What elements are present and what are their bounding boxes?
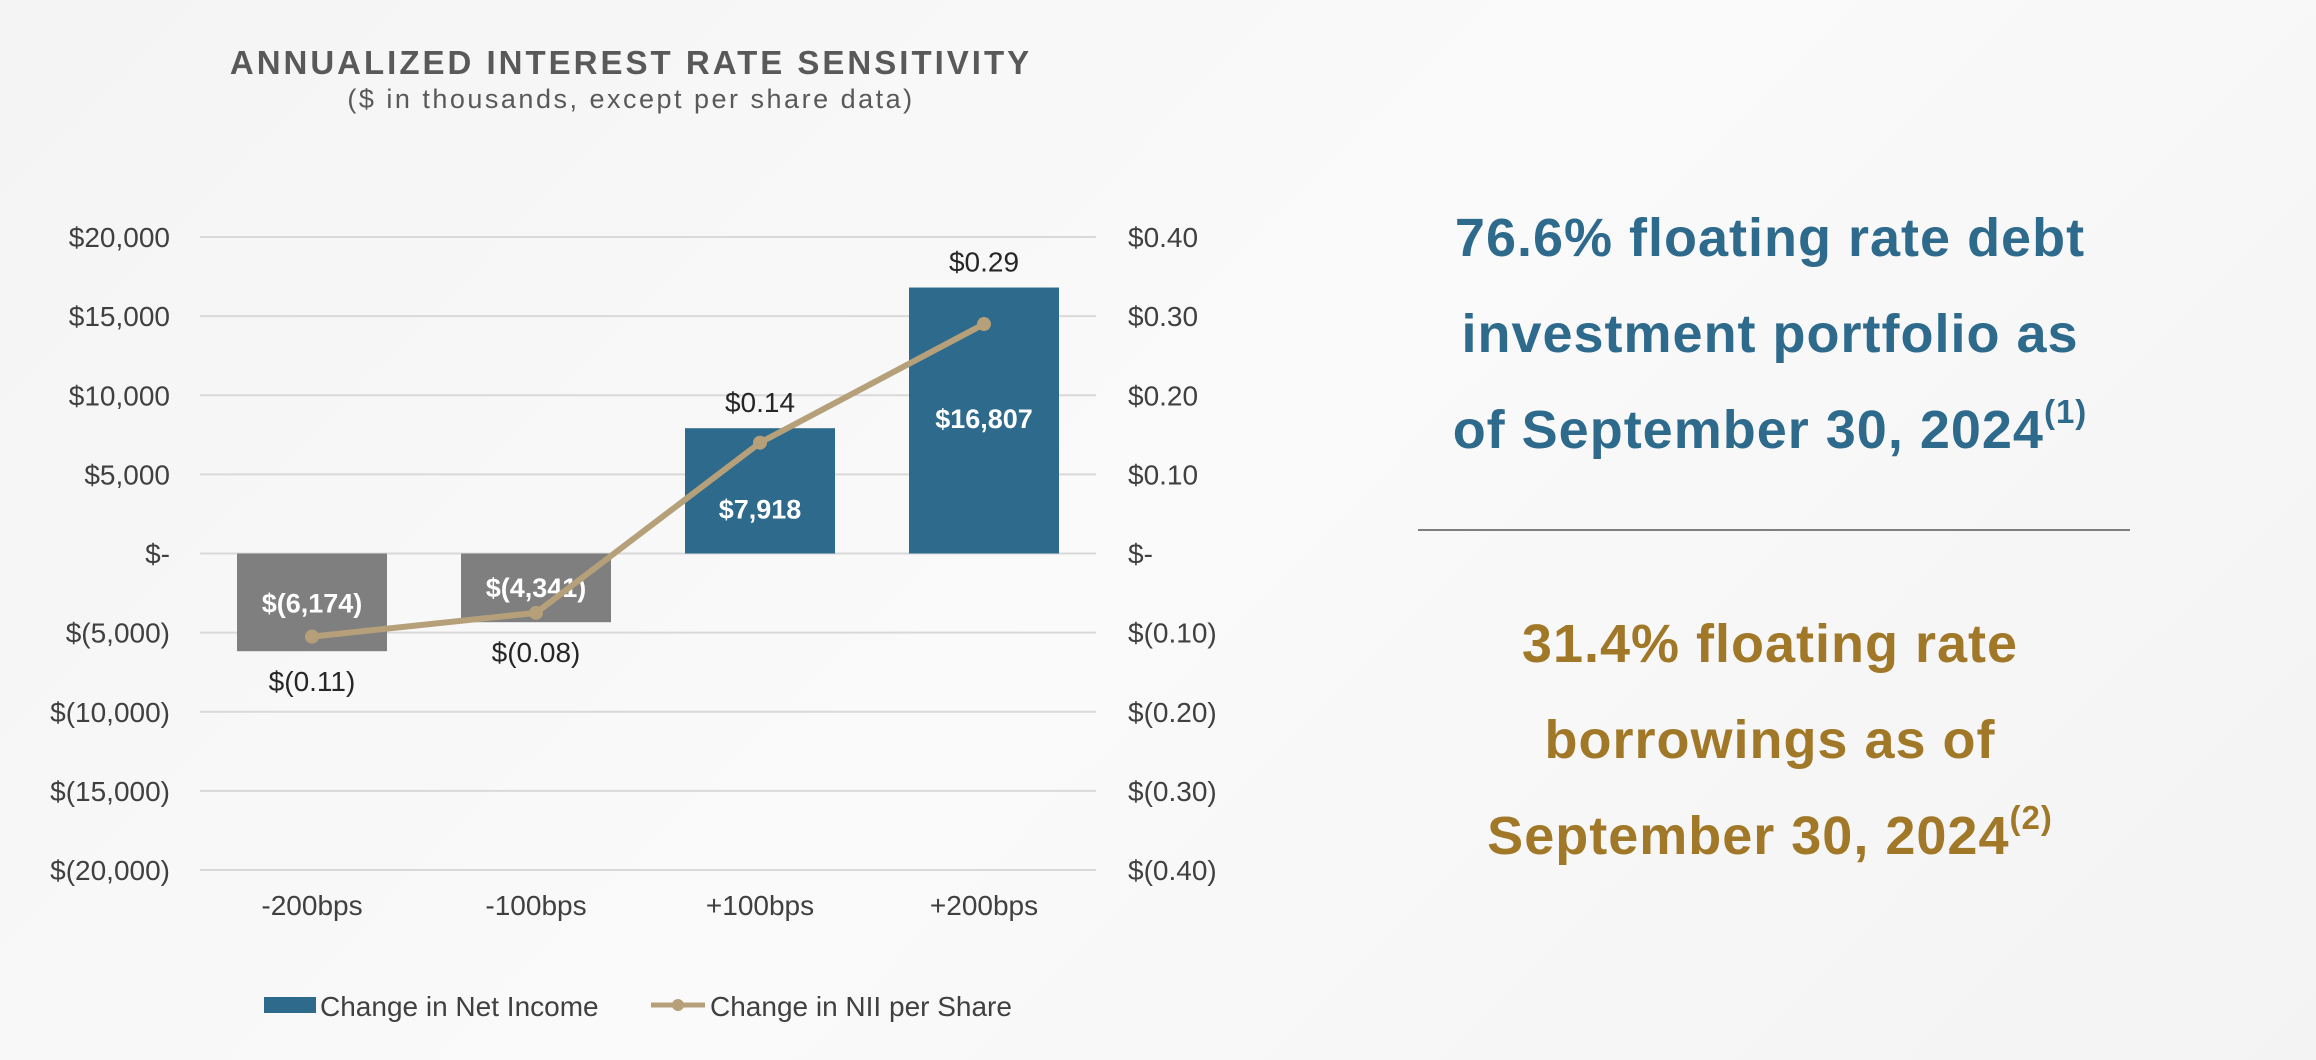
floating-debt-line-3: of September 30, 2024 bbox=[1452, 400, 2044, 460]
floating-borrowings-line-1: 31.4% floating rate bbox=[1521, 614, 2019, 674]
chart-title: ANNUALIZED INTEREST RATE SENSITIVITY bbox=[229, 44, 1033, 81]
category-label: +200bps bbox=[930, 890, 1038, 921]
interest-rate-sensitivity-chart: $20,000 $0.40 $15,000 $0.30 $10,000 $0.20 $5,0… bbox=[50, 222, 1217, 1022]
category-label: +100bps bbox=[706, 890, 814, 921]
footnote-2: (2) bbox=[2009, 799, 2053, 836]
bar-data-label: $7,918 bbox=[719, 494, 802, 524]
line-data-label: $(0.11) bbox=[269, 666, 356, 697]
chart-subtitle: ($ in thousands, except per share data) bbox=[347, 84, 915, 114]
right-axis-tick-label: $(0.20) bbox=[1128, 697, 1217, 728]
line-point bbox=[753, 435, 767, 450]
bar-data-label: $(6,174) bbox=[262, 588, 363, 618]
line-data-label: $0.14 bbox=[725, 387, 795, 418]
right-axis-tick-label: $0.40 bbox=[1128, 222, 1198, 253]
legend-label-nii: Change in NII per Share bbox=[710, 991, 1012, 1022]
line-point bbox=[529, 605, 543, 620]
right-axis-tick-label: $(0.30) bbox=[1128, 776, 1217, 807]
left-axis-tick-label: $(20,000) bbox=[50, 855, 170, 886]
floating-borrowings-line-3: September 30, 2024 bbox=[1487, 806, 2010, 866]
divider bbox=[1418, 529, 2130, 531]
bar-change-in-net-income bbox=[909, 287, 1059, 554]
left-axis-tick-label: $10,000 bbox=[69, 380, 170, 411]
floating-borrowings-line-2: borrowings as of bbox=[1544, 710, 1996, 770]
right-axis-tick-label: $(0.40) bbox=[1128, 855, 1217, 886]
right-axis-tick-label: $0.10 bbox=[1128, 459, 1198, 490]
right-axis-tick-label: $0.20 bbox=[1128, 380, 1198, 411]
left-axis-tick-label: $(10,000) bbox=[50, 697, 170, 728]
left-axis-tick-label: $15,000 bbox=[69, 301, 170, 332]
legend-swatch-net-income bbox=[264, 997, 316, 1013]
legend-label-net-income: Change in Net Income bbox=[320, 991, 599, 1022]
line-point bbox=[305, 629, 319, 644]
floating-debt-callout: 76.6% floating rate debt investment port… bbox=[1400, 190, 2140, 478]
floating-borrowings-callout: 31.4% floating rate borrowings as of Sep… bbox=[1400, 596, 2140, 884]
left-axis-tick-label: $- bbox=[145, 539, 170, 570]
legend-marker-nii bbox=[672, 999, 684, 1011]
bar-data-label: $16,807 bbox=[935, 404, 1033, 434]
line-change-in-nii-per-share bbox=[311, 321, 986, 640]
category-label: -100bps bbox=[485, 890, 586, 921]
line-data-label: $0.29 bbox=[949, 247, 1019, 278]
line-data-label: $(0.08) bbox=[492, 637, 581, 668]
left-axis-tick-label: $5,000 bbox=[84, 459, 170, 490]
right-axis-tick-label: $0.30 bbox=[1128, 301, 1198, 332]
floating-debt-line-1: 76.6% floating rate debt bbox=[1454, 208, 2086, 268]
line-point bbox=[977, 317, 991, 332]
floating-debt-line-2: investment portfolio as bbox=[1461, 304, 2079, 364]
left-axis-tick-label: $(15,000) bbox=[50, 776, 170, 807]
right-axis-tick-label: $- bbox=[1128, 539, 1153, 570]
footnote-1: (1) bbox=[2043, 393, 2088, 430]
left-axis-tick-label: $(5,000) bbox=[66, 618, 170, 649]
left-axis-tick-label: $20,000 bbox=[69, 222, 170, 253]
right-axis-tick-label: $(0.10) bbox=[1128, 618, 1217, 649]
category-label: -200bps bbox=[261, 890, 362, 921]
